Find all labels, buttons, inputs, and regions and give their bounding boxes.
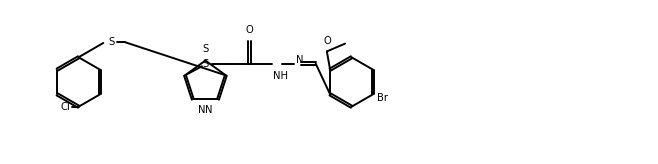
Text: S: S <box>202 59 209 69</box>
Text: N: N <box>198 105 205 115</box>
Text: S: S <box>108 37 114 47</box>
Text: Cl: Cl <box>61 102 70 112</box>
Text: O: O <box>324 36 332 46</box>
Text: S: S <box>202 44 209 54</box>
Text: O: O <box>245 25 253 35</box>
Text: N: N <box>296 55 304 65</box>
Text: Br: Br <box>377 93 388 103</box>
Text: N: N <box>205 105 213 115</box>
Text: NH: NH <box>273 72 288 82</box>
